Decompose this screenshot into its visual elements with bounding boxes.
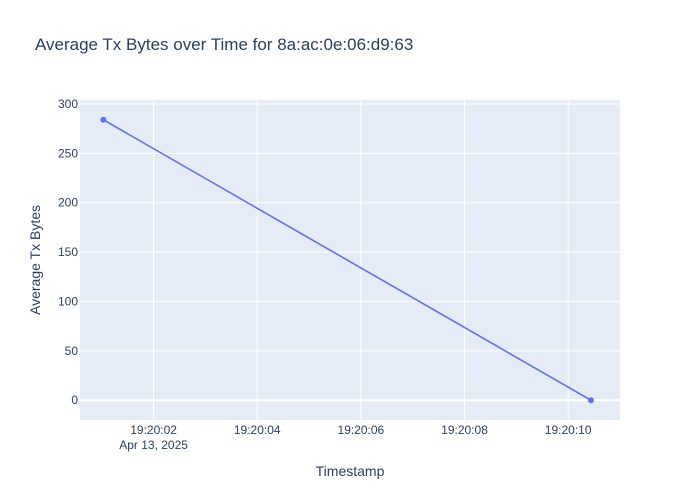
y-axis-title: Average Tx Bytes xyxy=(27,205,43,315)
x-axis-ticks: 19:20:02 19:20:04 19:20:06 19:20:08 19:20:10 xyxy=(130,423,592,437)
y-tick-label: 50 xyxy=(65,344,79,358)
grid-lines xyxy=(80,100,620,420)
y-tick-label: 300 xyxy=(58,97,78,111)
x-axis-date-label: Apr 13, 2025 xyxy=(119,438,188,452)
x-tick-label: 19:20:04 xyxy=(234,423,281,437)
x-tick-label: 19:20:02 xyxy=(130,423,177,437)
y-tick-label: 150 xyxy=(58,245,78,259)
series-layer xyxy=(100,116,594,404)
data-point xyxy=(100,116,107,123)
x-tick-label: 19:20:08 xyxy=(441,423,488,437)
y-axis-ticks: 0 50 100 150 200 250 300 xyxy=(58,97,78,407)
x-tick-label: 19:20:06 xyxy=(338,423,385,437)
y-tick-label: 250 xyxy=(58,146,78,160)
series-line xyxy=(102,119,592,401)
plot-area xyxy=(80,100,620,420)
data-point xyxy=(587,397,594,404)
chart-title: Average Tx Bytes over Time for 8a:ac:0e:… xyxy=(35,35,413,54)
y-tick-label: 100 xyxy=(58,294,78,308)
y-tick-label: 0 xyxy=(71,393,78,407)
y-tick-label: 200 xyxy=(58,196,78,210)
x-tick-label: 19:20:10 xyxy=(545,423,592,437)
x-axis-title: Timestamp xyxy=(316,463,385,479)
